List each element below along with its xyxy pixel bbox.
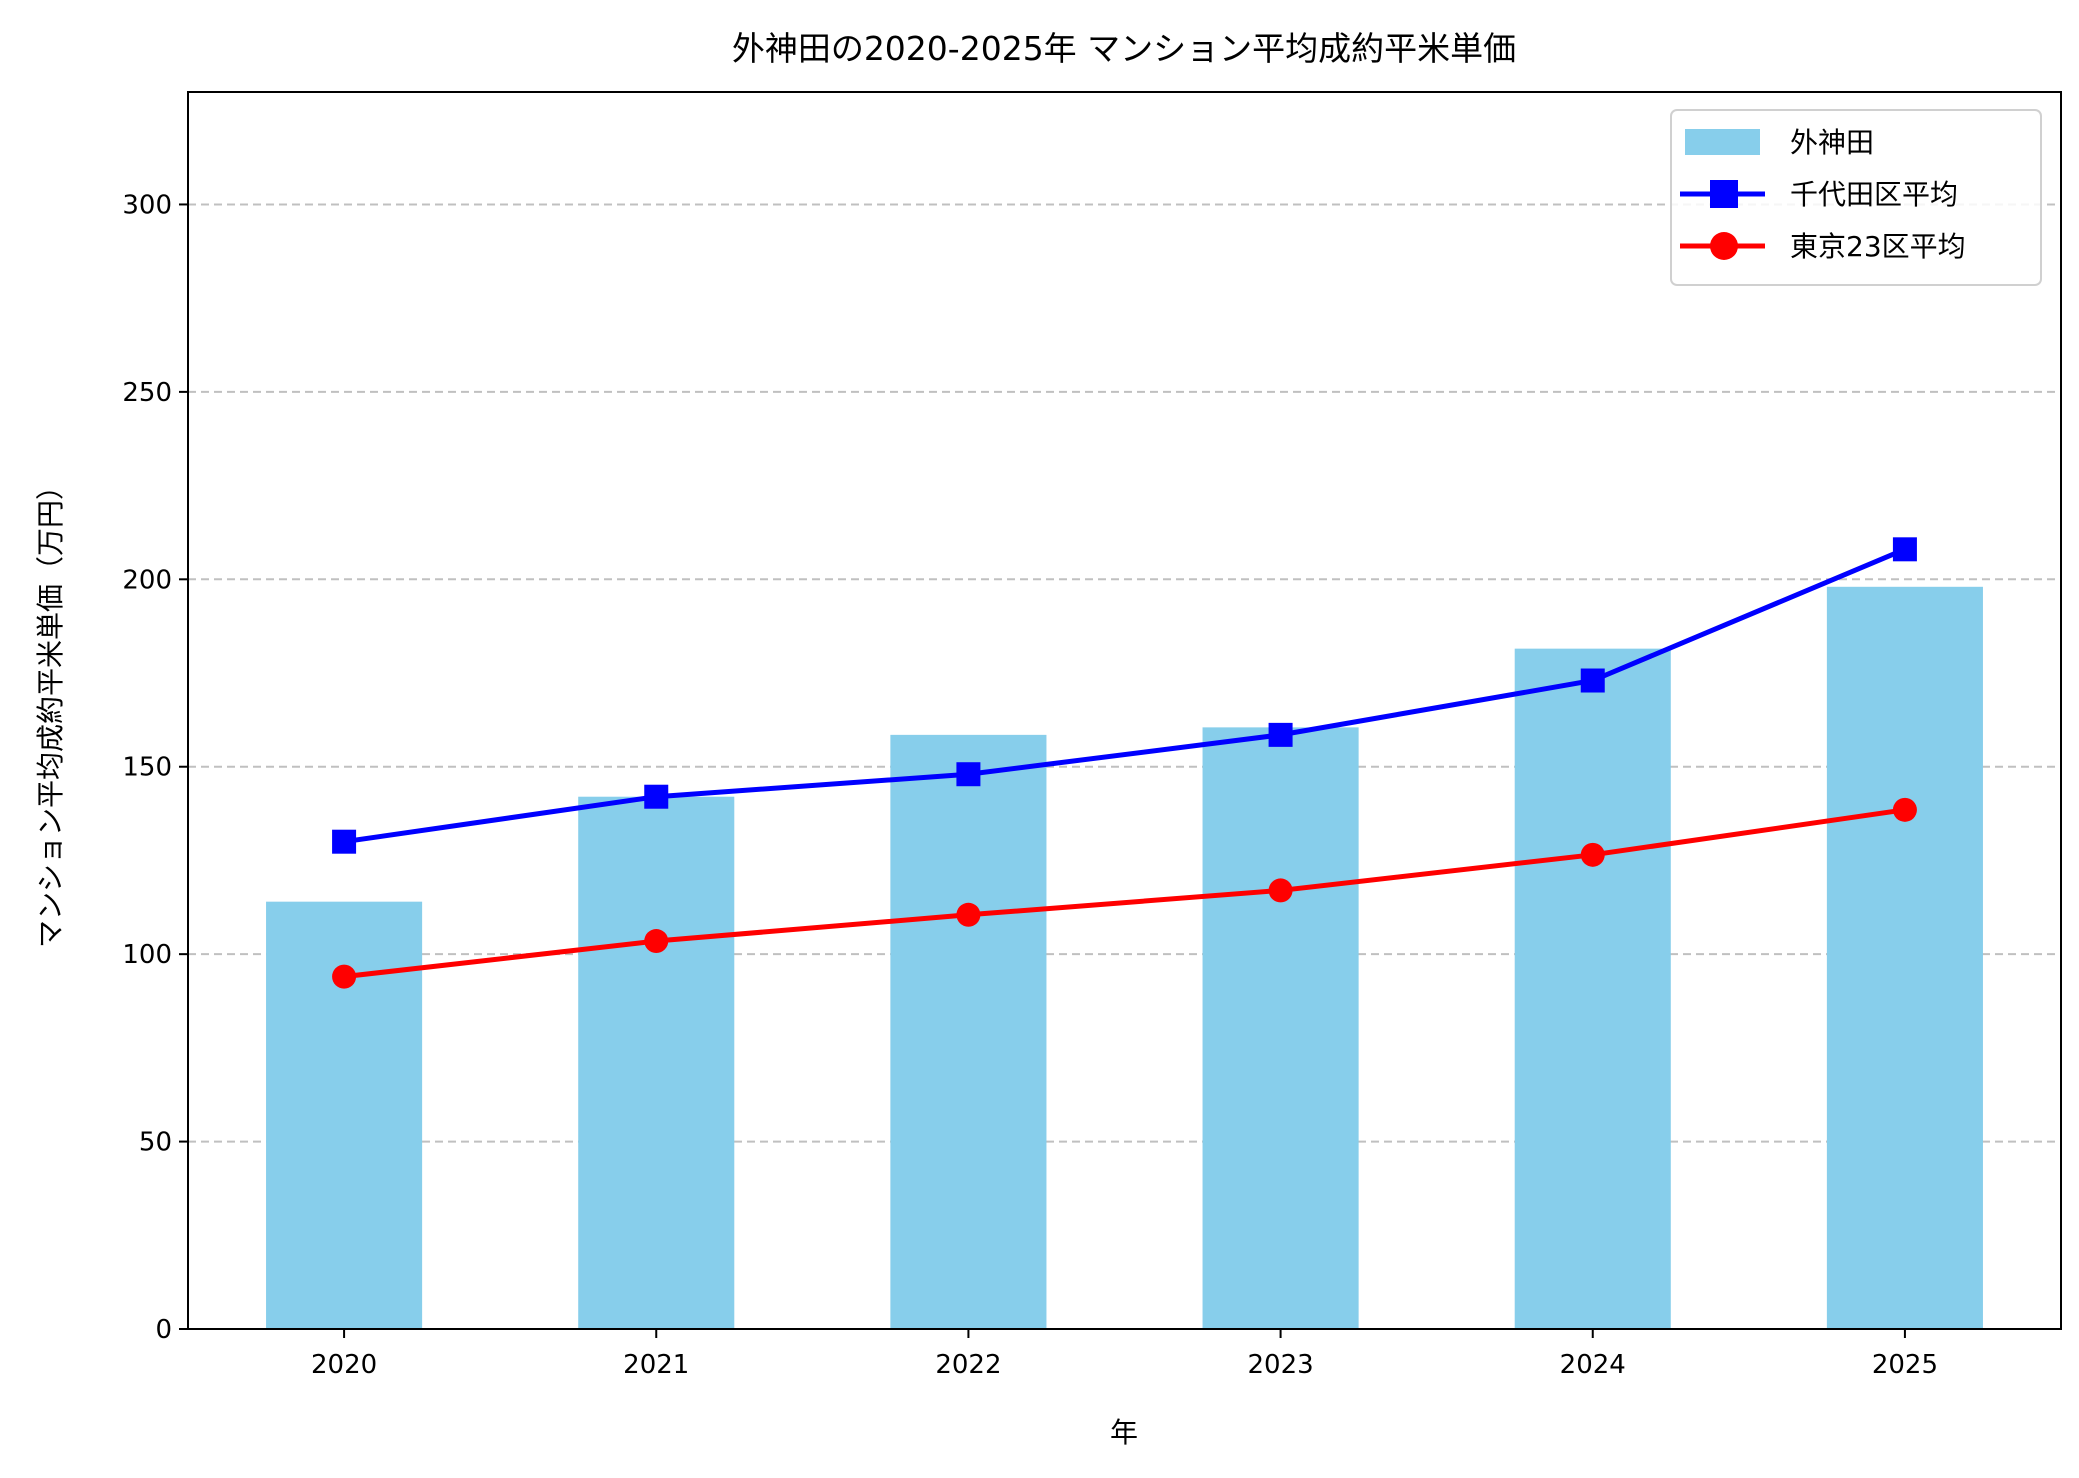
square-marker (1268, 722, 1293, 747)
x-tick-label: 2024 (1560, 1350, 1626, 1380)
plot-frame (187, 91, 2062, 1330)
circle-marker (1710, 232, 1738, 260)
y-tick-label: 200 (122, 565, 172, 595)
legend-bar-swatch (1685, 129, 1760, 155)
y-tick-label: 0 (155, 1315, 172, 1345)
bar (1202, 727, 1359, 1329)
square-marker (1710, 180, 1738, 208)
y-tick-label: 50 (139, 1128, 172, 1158)
circle-marker (1580, 842, 1605, 867)
square-marker (1892, 537, 1917, 562)
x-axis-label: 年 (1110, 1416, 1138, 1449)
circle-marker (644, 929, 669, 954)
circle-marker (1268, 878, 1293, 903)
circle-marker (1892, 797, 1917, 822)
legend-label: 東京23区平均 (1790, 230, 1966, 263)
y-axis-label: マンション平均成約平米単価（万円） (34, 472, 67, 948)
x-tick-label: 2022 (935, 1350, 1001, 1380)
bar (578, 796, 735, 1329)
circle-marker (956, 902, 981, 927)
x-tick-label: 2023 (1247, 1350, 1313, 1380)
x-tick-label: 2020 (311, 1350, 377, 1380)
bar (890, 734, 1047, 1329)
legend-label: 外神田 (1790, 126, 1874, 159)
circle-marker (332, 964, 357, 989)
bar (1826, 586, 1983, 1329)
chart-title: 外神田の2020-2025年 マンション平均成約平米単価 (732, 29, 1516, 68)
y-tick-label: 100 (122, 940, 172, 970)
square-marker (956, 762, 981, 787)
square-marker (644, 784, 669, 809)
bar (1514, 648, 1671, 1329)
y-tick-label: 150 (122, 753, 172, 783)
legend-label: 千代田区平均 (1790, 178, 1958, 211)
square-marker (1580, 668, 1605, 693)
square-marker (332, 829, 357, 854)
y-tick-label: 300 (122, 190, 172, 220)
y-tick-label: 250 (122, 378, 172, 408)
x-tick-label: 2025 (1872, 1350, 1938, 1380)
x-tick-label: 2021 (623, 1350, 689, 1380)
series-line (343, 807, 1906, 980)
series-line (343, 547, 1906, 845)
legend-box (1670, 109, 2042, 286)
